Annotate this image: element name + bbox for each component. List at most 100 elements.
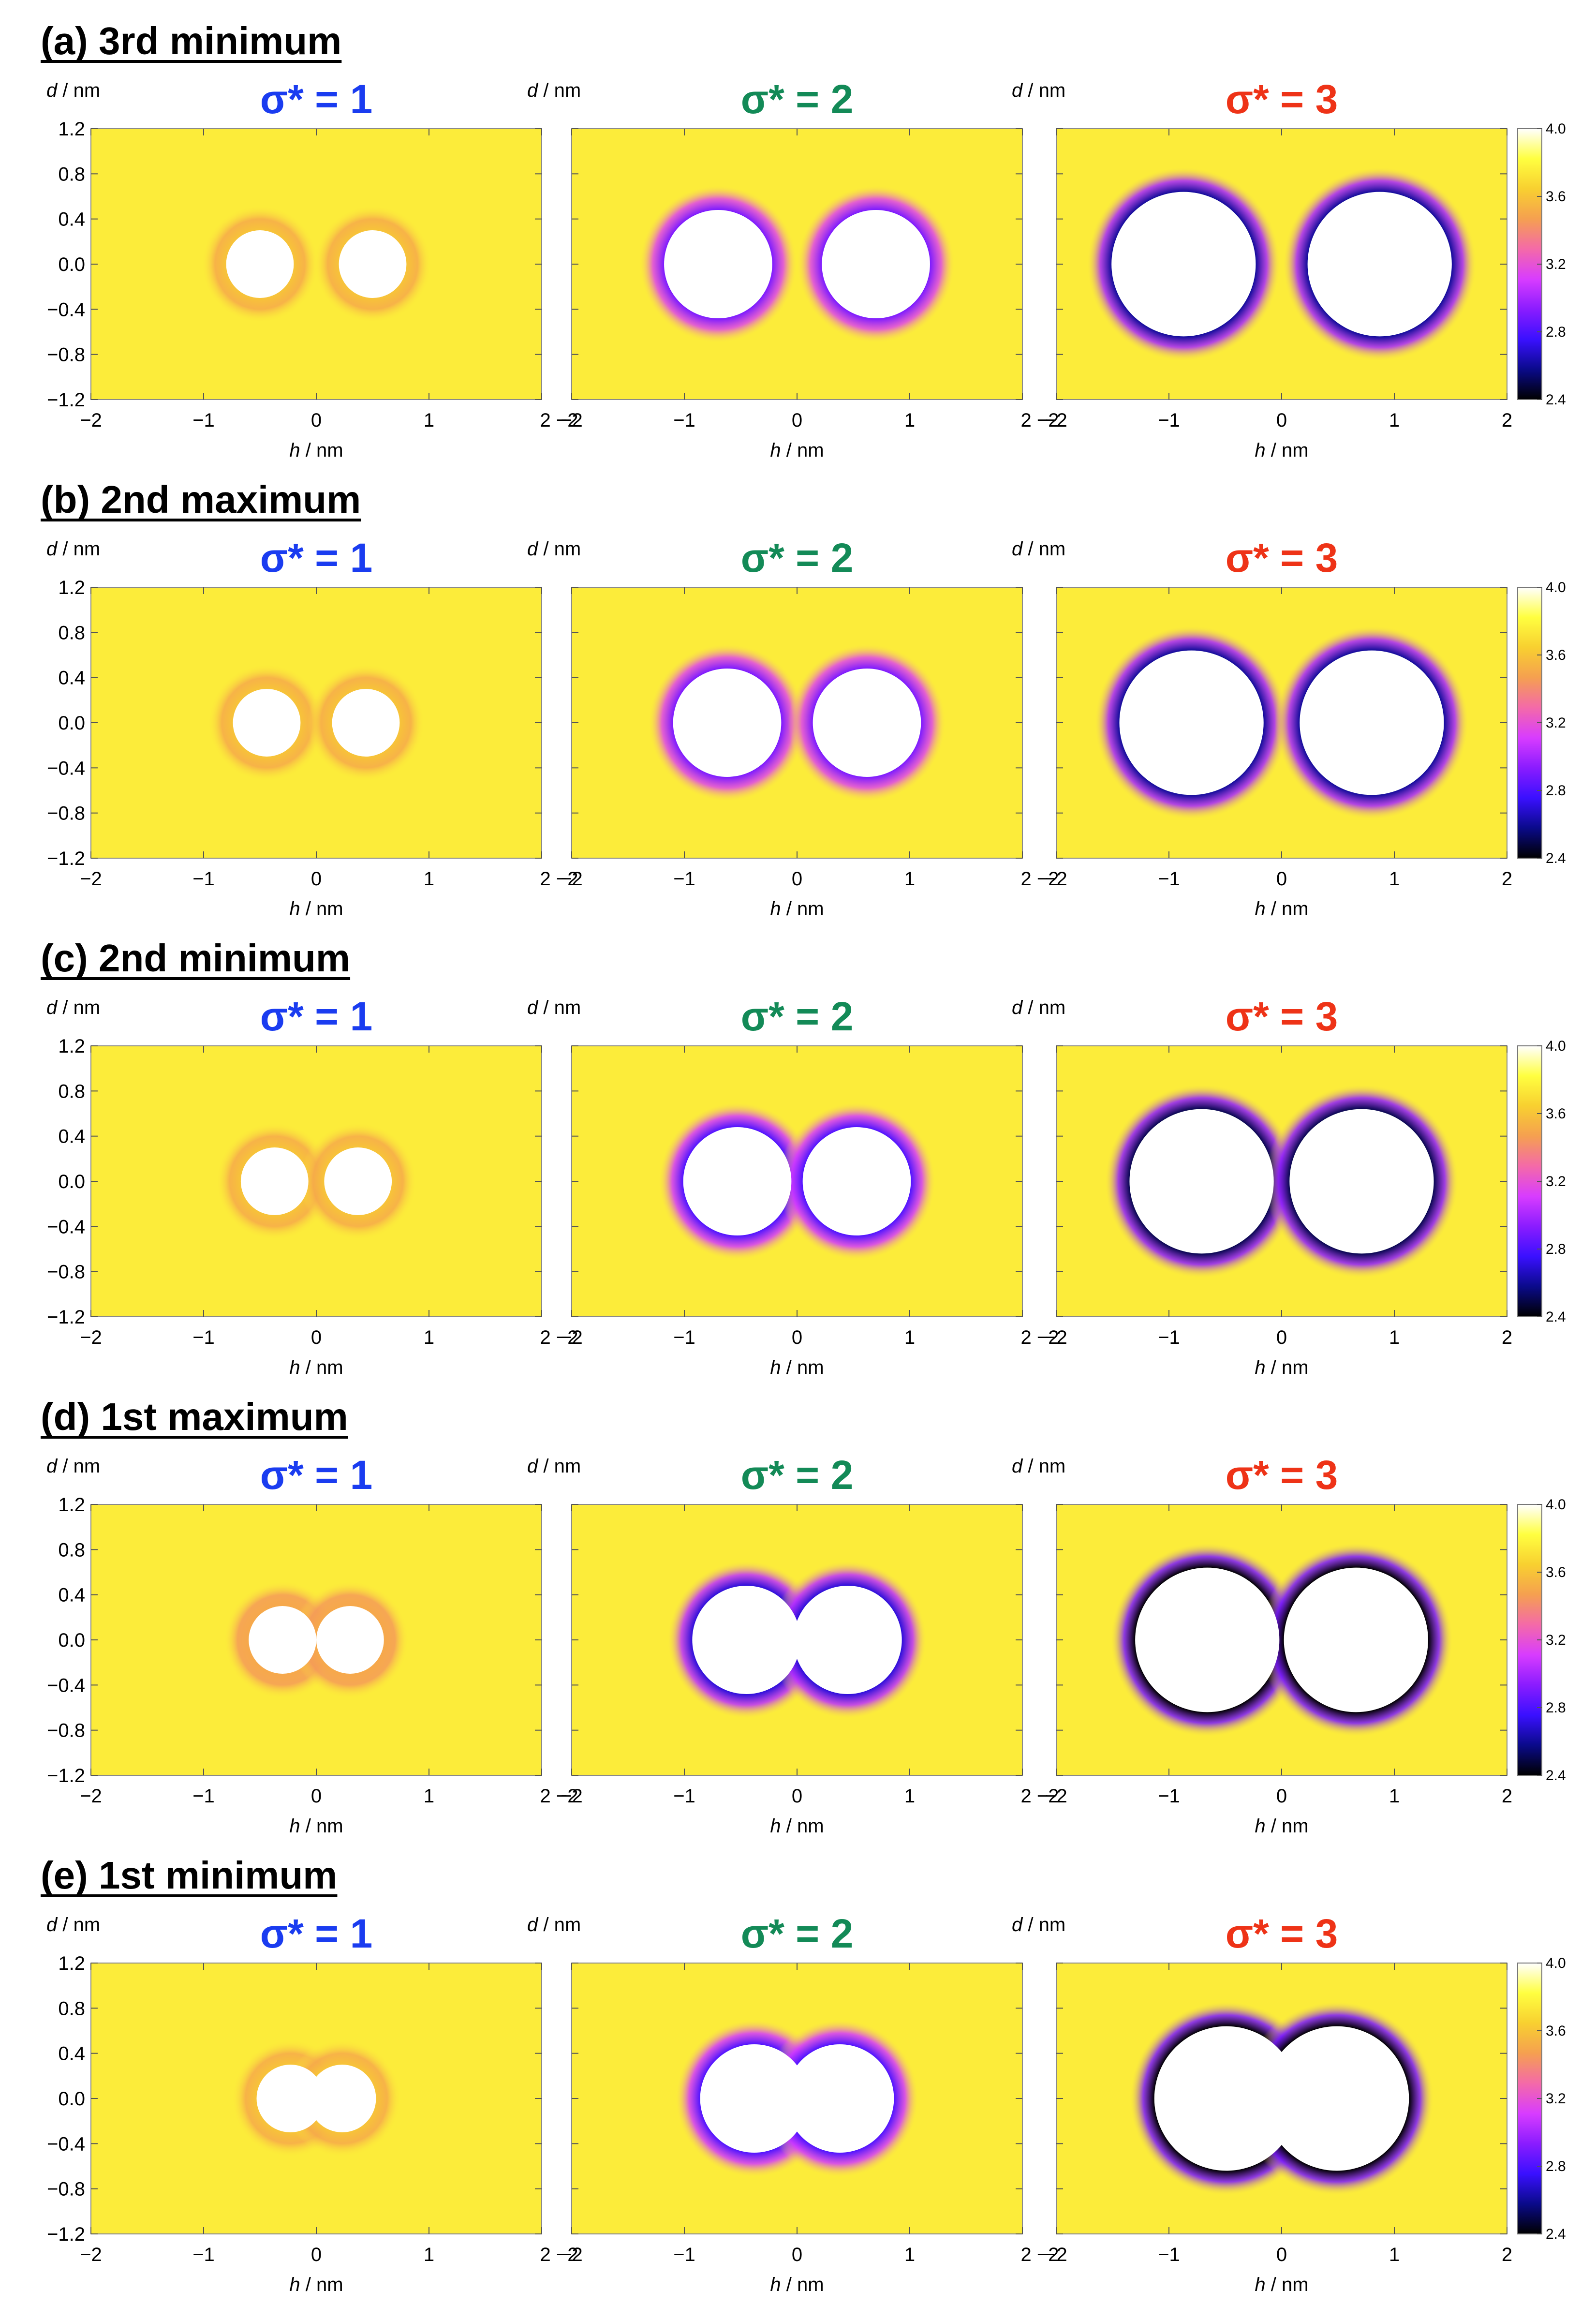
x-tick-label: −1 [673, 868, 695, 890]
colorbar-tick-label: 3.6 [1546, 1564, 1566, 1580]
x-tick-label: 2 [1502, 410, 1512, 431]
x-tick-label: 2 −2 [1021, 2244, 1059, 2265]
x-tick-label: −2 [80, 1785, 102, 1807]
x-tick-label: 2 −2 [540, 868, 578, 890]
panel-title: σ* = 3 [1226, 1452, 1338, 1498]
x-tick-label: 1 [904, 2244, 915, 2265]
heatmap-panel: −2 −1 0 1 2 −2 h / nm d / nm σ* = 2 [527, 1452, 1059, 1837]
panel-title: σ* = 2 [741, 535, 854, 580]
row-title: (a) 3rd minimum [41, 19, 341, 62]
heatmap-panel: −2 −1 0 1 2 −2 h / nm d / nm σ* = 2 [527, 1911, 1059, 2295]
x-axis-label: h / nm [289, 1815, 343, 1837]
y-tick-label: 0.0 [58, 2088, 85, 2110]
y-tick-label: 0.8 [58, 1081, 85, 1102]
x-tick-label: 0 [792, 410, 802, 431]
x-tick-label: −2 [1045, 1785, 1067, 1807]
x-tick-label: 0 [792, 868, 802, 890]
y-axis-label: d / nm [1012, 80, 1065, 101]
sphere [226, 230, 294, 298]
panel-title: σ* = 2 [741, 76, 854, 122]
y-tick-label: 1.2 [58, 1494, 85, 1516]
colorbar-tick-label: 3.2 [1546, 256, 1566, 272]
x-tick-label: −1 [192, 868, 215, 890]
colorbar-tick-label: 2.4 [1546, 1768, 1566, 1784]
x-tick-label: −2 [80, 2244, 102, 2265]
x-tick-label: 1 [424, 868, 434, 890]
x-tick-label: 2 −2 [1021, 1785, 1059, 1807]
x-tick-label: 0 [792, 1327, 802, 1348]
x-tick-label: −1 [192, 2244, 215, 2265]
sphere [822, 210, 930, 318]
x-tick-label: 0 [311, 1785, 322, 1807]
x-tick-label: −2 [1045, 2244, 1067, 2265]
sphere [785, 2044, 894, 2153]
y-tick-label: −0.4 [47, 2133, 85, 2155]
x-tick-label: −2 [561, 868, 583, 890]
x-tick-label: −1 [1158, 1327, 1180, 1348]
colorbar-tick-label: 2.4 [1546, 392, 1566, 408]
x-tick-label: −2 [80, 410, 102, 431]
colorbar-tick-label: 2.8 [1546, 783, 1566, 799]
colorbar-tick-label: 2.4 [1546, 850, 1566, 866]
sphere [700, 2044, 809, 2153]
y-axis-label: d / nm [1012, 997, 1065, 1018]
x-tick-label: −1 [1158, 2244, 1180, 2265]
y-tick-label: 0.4 [58, 1585, 85, 1606]
x-tick-label: −1 [192, 1327, 215, 1348]
x-tick-label: 2 −2 [540, 1785, 578, 1807]
sphere [1300, 650, 1444, 795]
x-tick-label: −1 [673, 2244, 695, 2265]
sphere [1135, 1567, 1280, 1712]
panel-title: σ* = 2 [741, 1911, 854, 1956]
row-title-underline [41, 977, 351, 980]
heatmap-panel: −2 −1 0 1 2 −2 h / nm d / nm σ* = 2 [527, 76, 1059, 461]
colorbar-tick-label: 4.0 [1546, 1038, 1566, 1054]
x-tick-label: 2 [1502, 1327, 1512, 1348]
heatmap-panel: −2 −1 0 1 2 h / nm d / nm σ* = 3 [1012, 1452, 1512, 1837]
sphere [339, 230, 407, 298]
sphere [1154, 2026, 1299, 2171]
y-tick-label: 0.8 [58, 1539, 85, 1561]
x-tick-label: 0 [1276, 1785, 1287, 1807]
row-title: (c) 2nd minimum [41, 937, 350, 980]
colorbar-tick-label: 3.6 [1546, 1106, 1566, 1122]
x-tick-label: −2 [80, 868, 102, 890]
y-axis-label: d / nm [527, 1456, 581, 1477]
x-tick-label: 2 [1502, 868, 1512, 890]
sphere [308, 2065, 376, 2132]
heatmap-panel: −2 −1 0 1 2 h / nm d / nm σ* = 3 [1012, 76, 1512, 461]
x-axis-label: h / nm [1255, 1357, 1308, 1378]
y-tick-label: −0.8 [47, 803, 85, 824]
x-tick-label: 0 [792, 1785, 802, 1807]
y-tick-label: −0.8 [47, 1720, 85, 1741]
y-axis-label: d / nm [46, 1914, 100, 1935]
colorbar-tick-label: 2.4 [1546, 2226, 1566, 2242]
x-tick-label: 2 −2 [540, 1327, 578, 1348]
x-tick-label: 0 [311, 868, 322, 890]
colorbar-tick-label: 4.0 [1546, 1497, 1566, 1513]
y-axis-label: d / nm [1012, 1914, 1065, 1935]
sphere [256, 2065, 325, 2132]
row-title: (e) 1st minimum [41, 1854, 337, 1897]
x-axis-label: h / nm [770, 2274, 824, 2295]
sphere [794, 1586, 902, 1694]
x-axis-label: h / nm [770, 1357, 824, 1378]
row-title-underline [41, 519, 361, 521]
y-tick-label: 0.4 [58, 668, 85, 689]
y-tick-label: −1.2 [47, 2224, 85, 2245]
x-tick-label: 1 [1389, 410, 1400, 431]
x-axis-label: h / nm [289, 898, 343, 920]
x-axis-label: h / nm [1255, 898, 1308, 920]
x-tick-label: −1 [192, 1785, 215, 1807]
heatmap-panel: −2 −1 0 1 2 h / nm d / nm σ* = 3 [1012, 535, 1512, 920]
heatmap-panel: −2 −1 0 1 2 −2 1.2 0.8 0.4 0.0 −0.4 −0.8 −1.2 h / nm… [46, 1452, 578, 1837]
x-tick-label: −2 [1045, 868, 1067, 890]
colorbar-tick-label: 4.0 [1546, 580, 1566, 595]
y-tick-label: −0.8 [47, 344, 85, 366]
x-tick-label: −2 [561, 1785, 583, 1807]
heatmap-panel: −2 −1 0 1 2 −2 h / nm d / nm σ* = 2 [527, 535, 1059, 920]
x-tick-label: 2 −2 [540, 410, 578, 431]
x-tick-label: 1 [904, 410, 915, 431]
y-tick-label: −0.4 [47, 299, 85, 320]
sphere [664, 210, 772, 318]
